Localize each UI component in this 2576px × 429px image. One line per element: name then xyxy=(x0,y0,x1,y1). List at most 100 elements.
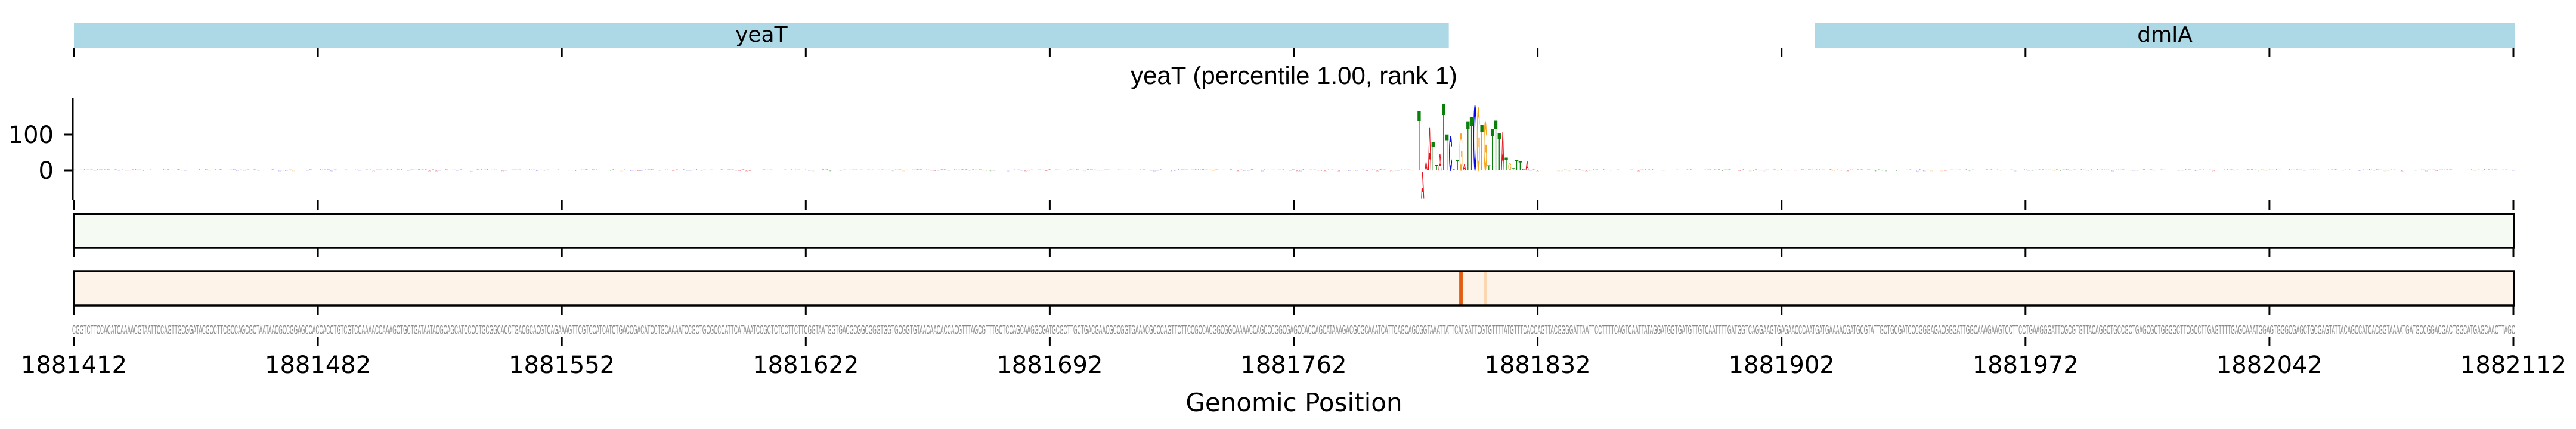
logo-letter-T: T xyxy=(198,169,202,171)
logo-letter-A: A xyxy=(1878,169,1881,171)
logo-letter-C: C xyxy=(456,170,459,171)
logo-letter-C: C xyxy=(1599,170,1602,171)
logo-letter-C: C xyxy=(107,169,111,171)
logo-letter-C: C xyxy=(1473,85,1477,191)
logo-letter-C: C xyxy=(762,169,766,170)
logo-letter-G: G xyxy=(811,170,815,172)
logo-letter-C: C xyxy=(640,170,644,172)
logo-letter-G: G xyxy=(1748,170,1752,172)
logo-letter-C: C xyxy=(696,169,699,172)
logo-letter-G: G xyxy=(484,169,487,171)
logo-letter-G: G xyxy=(553,170,557,171)
logo-letter-A: A xyxy=(2487,169,2491,171)
logo-letter-C: C xyxy=(246,169,250,170)
logo-letter-C: C xyxy=(445,169,450,171)
logo-letter-T: T xyxy=(2058,170,2062,172)
logo-letter-C: C xyxy=(1007,170,1010,172)
x-tick-label: 1882112 xyxy=(2460,352,2566,379)
logo-letter-C: C xyxy=(1449,127,1453,182)
logo-letter-A: A xyxy=(738,170,741,172)
logo-letter-G: G xyxy=(905,169,909,170)
logo-letter-T: T xyxy=(267,170,271,171)
logo-letter-C: C xyxy=(379,170,383,171)
logo-letter-G: G xyxy=(902,170,905,172)
logo-letter-C: C xyxy=(2303,170,2306,171)
logo-letter-C: C xyxy=(783,170,787,171)
logo-letter-G: G xyxy=(1958,169,1961,171)
logo-letter-A: A xyxy=(1787,170,1791,171)
logo-letter-A: A xyxy=(1648,169,1651,171)
logo-letter-T: T xyxy=(2184,169,2188,171)
logo-letter-G: G xyxy=(2261,169,2264,171)
logo-letter-C: C xyxy=(2111,170,2114,172)
x-tick-label: 1881832 xyxy=(1485,352,1591,379)
logo-letter-A: A xyxy=(372,170,376,172)
logo-letter-T: T xyxy=(1519,158,1522,173)
logo-letter-G: G xyxy=(2473,170,2477,172)
logo-letter-T: T xyxy=(400,168,404,171)
logo-letter-C: C xyxy=(1274,169,1278,172)
logo-letter-C: C xyxy=(117,170,121,171)
logo-letter-G: G xyxy=(1459,123,1463,182)
logo-letter-G: G xyxy=(180,170,184,171)
logo-letter-A: A xyxy=(1362,169,1366,171)
logo-letter-T: T xyxy=(985,170,989,171)
logo-letter-C: C xyxy=(1616,170,1620,171)
logo-letter-A: A xyxy=(1961,170,1965,171)
logo-letter-A: A xyxy=(448,170,452,171)
logo-letter-A: A xyxy=(166,169,170,171)
logo-letter-T: T xyxy=(1383,169,1386,170)
logo-letter-C: C xyxy=(487,169,491,172)
logo-letter-A: A xyxy=(595,169,599,171)
logo-letter-A: A xyxy=(1843,170,1846,171)
logo-letter-G: G xyxy=(2285,170,2289,171)
logo-letter-A: A xyxy=(386,169,390,171)
logo-letter-A: A xyxy=(1999,170,2003,171)
logo-letter-G: G xyxy=(1017,169,1020,171)
logo-letter-C: C xyxy=(1867,169,1871,171)
logo-letter-C: C xyxy=(86,169,90,170)
logo-letter-A: A xyxy=(1317,170,1320,171)
logo-letter-T: T xyxy=(909,170,912,171)
logo-letter-A: A xyxy=(1857,169,1861,171)
logo-letter-A: A xyxy=(264,170,268,171)
logo-letter-T: T xyxy=(2114,169,2119,171)
logo-letter-T: T xyxy=(961,169,965,170)
logo-letter-T: T xyxy=(93,170,97,171)
logo-letter-T: T xyxy=(2366,169,2370,171)
logo-letter-G: G xyxy=(2324,170,2327,171)
logo-letter-G: G xyxy=(2104,169,2107,172)
logo-letter-C: C xyxy=(898,169,902,171)
logo-letter-A: A xyxy=(2348,170,2352,171)
logo-letter-A: A xyxy=(1825,170,1829,171)
logo-letter-C: C xyxy=(2198,169,2202,170)
logo-letter-G: G xyxy=(843,169,846,171)
logo-letter-G: G xyxy=(2317,170,2320,171)
logo-letter-T: T xyxy=(741,169,745,171)
logo-letter-A: A xyxy=(2320,170,2324,171)
logo-letter-A: A xyxy=(2397,170,2400,171)
logo-letter-T: T xyxy=(584,169,588,170)
x-tick-label: 1881482 xyxy=(265,352,371,379)
logo-letter-G: G xyxy=(1784,170,1787,171)
logo-letter-G: G xyxy=(79,170,83,171)
chart-title: yeaT (percentile 1.00, rank 1) xyxy=(1131,61,1457,89)
logo-letter-C: C xyxy=(1595,169,1599,171)
logo-letter-A: A xyxy=(1365,170,1368,172)
logo-letter-T: T xyxy=(543,170,546,171)
logo-letter-A: A xyxy=(825,169,829,172)
logo-letter-G: G xyxy=(2299,169,2303,171)
logo-letter-G: G xyxy=(2271,169,2275,171)
logo-letter-C: C xyxy=(159,170,163,171)
logo-letter-G: G xyxy=(1832,170,1836,172)
logo-letter-T: T xyxy=(794,169,798,171)
logo-letter-A: A xyxy=(111,170,114,171)
logo-letter-T: T xyxy=(1602,169,1606,171)
logo-letter-G: G xyxy=(2052,170,2055,172)
logo-letter-C: C xyxy=(215,169,219,171)
logo-letter-T: T xyxy=(1069,170,1073,171)
logo-letter-T: T xyxy=(2017,170,2020,171)
logo-letter-C: C xyxy=(1215,169,1219,171)
logo-letter-T: T xyxy=(968,170,971,171)
x-axis-ticks: 1881412 1881482 1881552 1881622 1881692 18817… xyxy=(21,48,2566,379)
